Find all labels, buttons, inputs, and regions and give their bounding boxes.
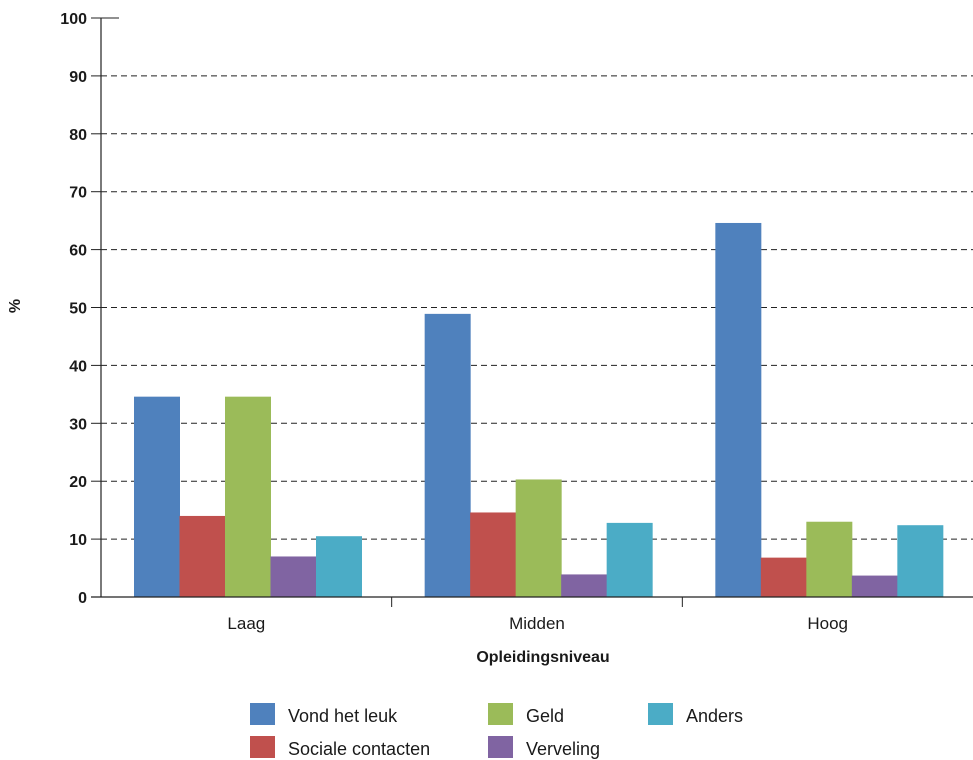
legend-swatch (488, 736, 513, 758)
bar (470, 512, 517, 597)
bar (424, 313, 471, 597)
y-tick-labels: 0 10 20 30 40 50 60 70 80 90 100 (60, 11, 87, 607)
y-tick-label: 10 (69, 532, 87, 549)
y-tick-label: 50 (69, 301, 87, 318)
legend-label: Sociale contacten (288, 739, 430, 759)
x-category-label: Laag (227, 614, 265, 633)
y-tick-label: 30 (69, 416, 87, 433)
bar (897, 525, 944, 597)
legend-label: Anders (686, 706, 743, 726)
legend-label: Geld (526, 706, 564, 726)
bars (134, 222, 944, 597)
bar (851, 575, 898, 597)
bar (606, 522, 653, 597)
x-category-labels: Laag Midden Hoog (227, 614, 848, 633)
bar (270, 556, 317, 597)
bar (179, 515, 226, 597)
y-tick-label: 0 (78, 590, 87, 607)
x-category-label: Hoog (807, 614, 848, 633)
bar (225, 396, 271, 597)
legend-label: Verveling (526, 739, 600, 759)
legend-swatch (488, 703, 513, 725)
bar (561, 574, 608, 597)
y-tick-label: 100 (60, 11, 87, 28)
y-tick-label: 90 (69, 69, 87, 86)
y-tick-label: 60 (69, 243, 87, 260)
bar (806, 521, 853, 597)
legend-swatch (250, 703, 275, 725)
y-tick-label: 40 (69, 358, 87, 375)
bar (316, 536, 362, 597)
bar (760, 557, 807, 597)
legend-swatch (648, 703, 673, 725)
legend: Vond het leuk Sociale contacten Geld Vervel… (250, 703, 743, 759)
x-axis-title: Opleidingsniveau (476, 649, 609, 666)
x-category-label: Midden (509, 614, 565, 633)
axes (91, 17, 973, 607)
y-axis-title: % (7, 299, 24, 313)
y-tick-label: 20 (69, 474, 87, 491)
bar (515, 479, 562, 597)
legend-label: Vond het leuk (288, 706, 398, 726)
legend-swatch (250, 736, 275, 758)
y-tick-label: 70 (69, 185, 87, 202)
y-tick-label: 80 (69, 127, 87, 144)
bar (134, 396, 180, 597)
bar (715, 222, 762, 597)
